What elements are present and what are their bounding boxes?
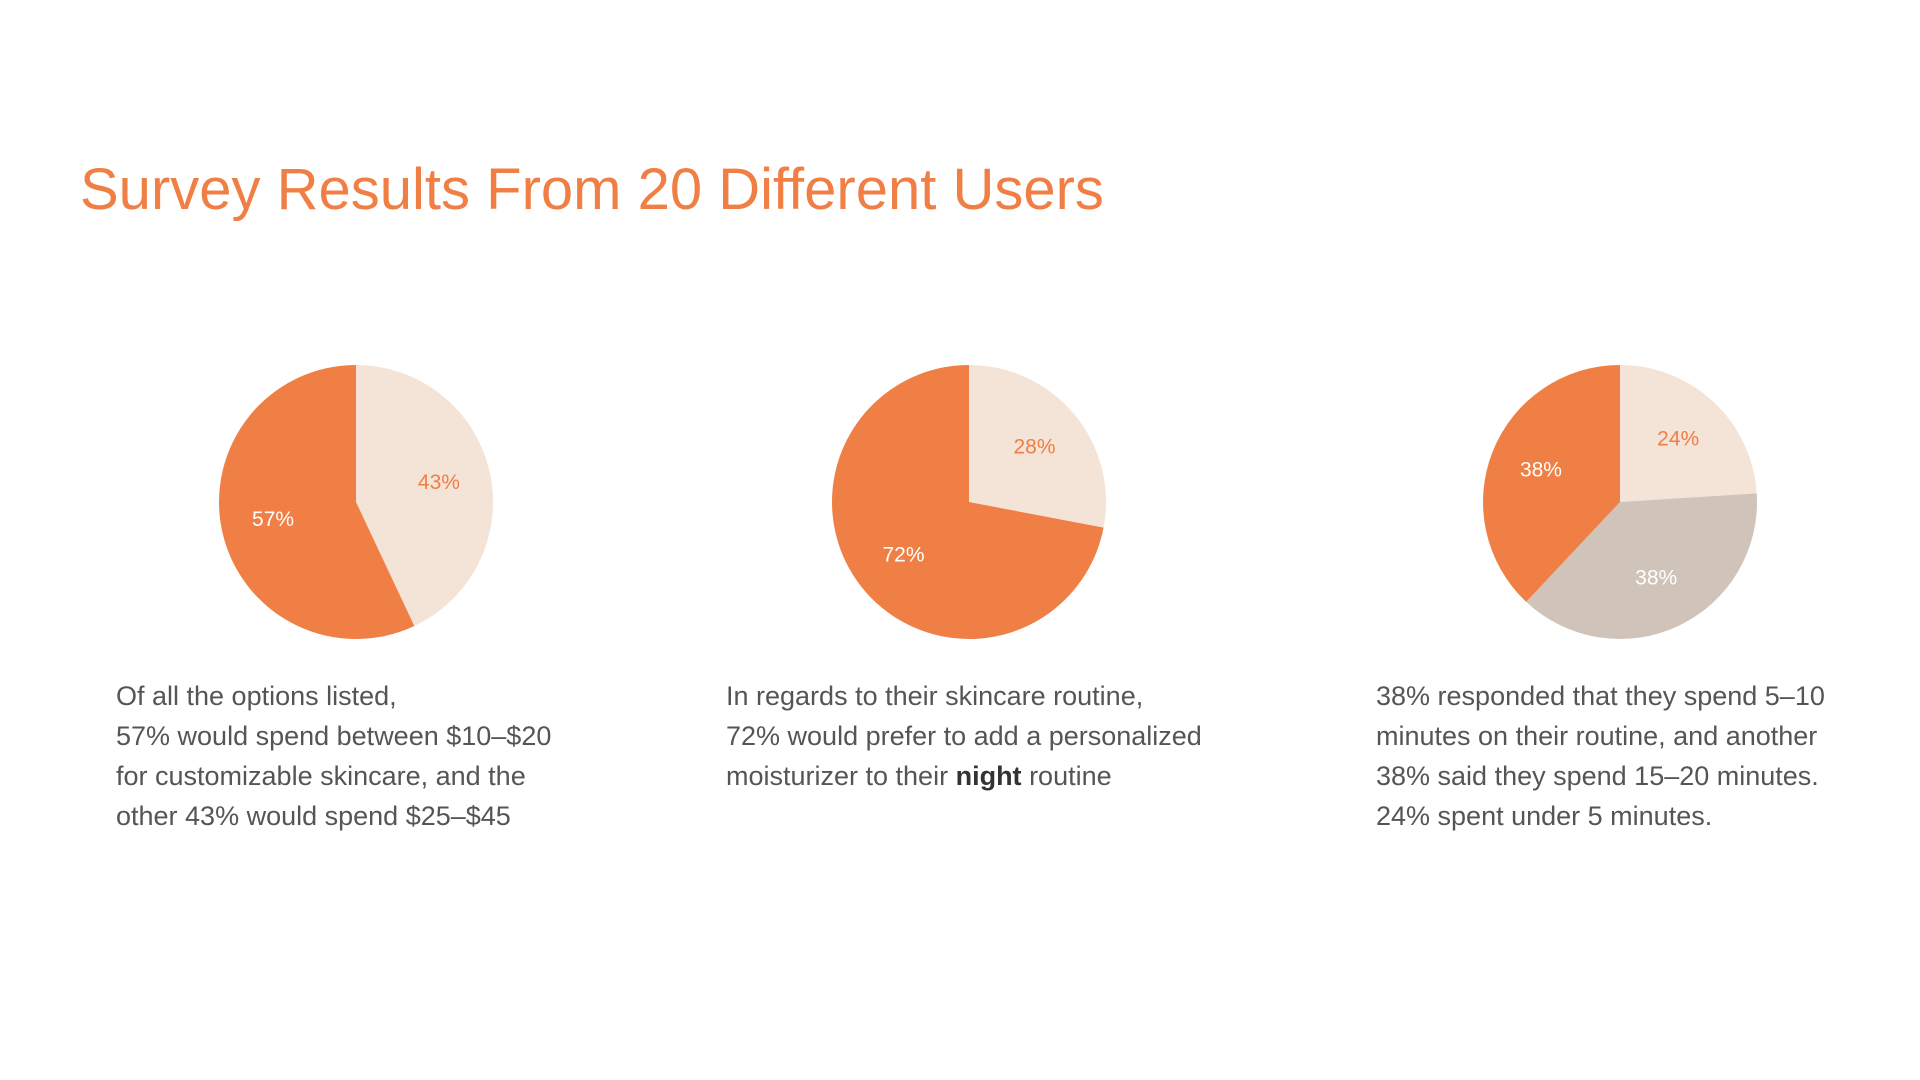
pie-slice-43 xyxy=(356,365,493,626)
pie-chart-night-routine: 28% 72% xyxy=(831,364,1106,639)
pie-slice-label: 38% xyxy=(1520,458,1562,481)
pie-slice-label: 28% xyxy=(1013,435,1055,458)
pie-slice-38 xyxy=(1526,493,1758,639)
pie-slice-38 xyxy=(1483,365,1620,602)
pie-chart-routine-time: 24% 38% 38% xyxy=(1483,365,1758,639)
caption-line: 38% said they spend 15–20 minutes. xyxy=(1376,761,1819,791)
caption-routine-time: 38% responded that they spend 5–10 minut… xyxy=(1376,676,1920,836)
caption-line: 72% would prefer to add a personalized xyxy=(726,721,1202,751)
pie-slice-57 xyxy=(218,365,415,639)
caption-night-routine: In regards to their skincare routine, 72… xyxy=(726,676,1286,796)
pie-slice-label: 24% xyxy=(1657,428,1699,451)
caption-line: for customizable skincare, and the xyxy=(116,761,526,791)
page-title: Survey Results From 20 Different Users xyxy=(80,157,1104,222)
caption-line: 38% responded that they spend 5–10 xyxy=(1376,681,1825,711)
caption-line: 24% spent under 5 minutes. xyxy=(1376,801,1713,831)
caption-line: In regards to their skincare routine, xyxy=(726,681,1144,711)
pie-slice-label: 57% xyxy=(252,508,294,531)
pie-slice-24 xyxy=(1620,365,1757,502)
caption-spending: Of all the options listed, 57% would spe… xyxy=(116,676,676,836)
caption-line: moisturizer to their night routine xyxy=(726,756,1286,796)
pie-slice-label: 38% xyxy=(1635,566,1677,589)
pie-slice-28 xyxy=(969,365,1106,528)
caption-emphasis-night: night xyxy=(955,761,1022,791)
caption-line: 57% would spend between $10–$20 xyxy=(116,721,552,751)
caption-line: minutes on their routine, and another xyxy=(1376,721,1818,751)
caption-line: Of all the options listed, xyxy=(116,681,397,711)
pie-slice-72 xyxy=(831,364,1104,639)
pie-slice-label: 43% xyxy=(418,471,460,494)
caption-text: moisturizer to their xyxy=(726,761,956,791)
caption-text: routine xyxy=(1021,761,1112,791)
pie-slice-label: 72% xyxy=(882,544,924,567)
pie-chart-spending: 43% 57% xyxy=(218,365,493,639)
caption-line: other 43% would spend $25–$45 xyxy=(116,801,511,831)
